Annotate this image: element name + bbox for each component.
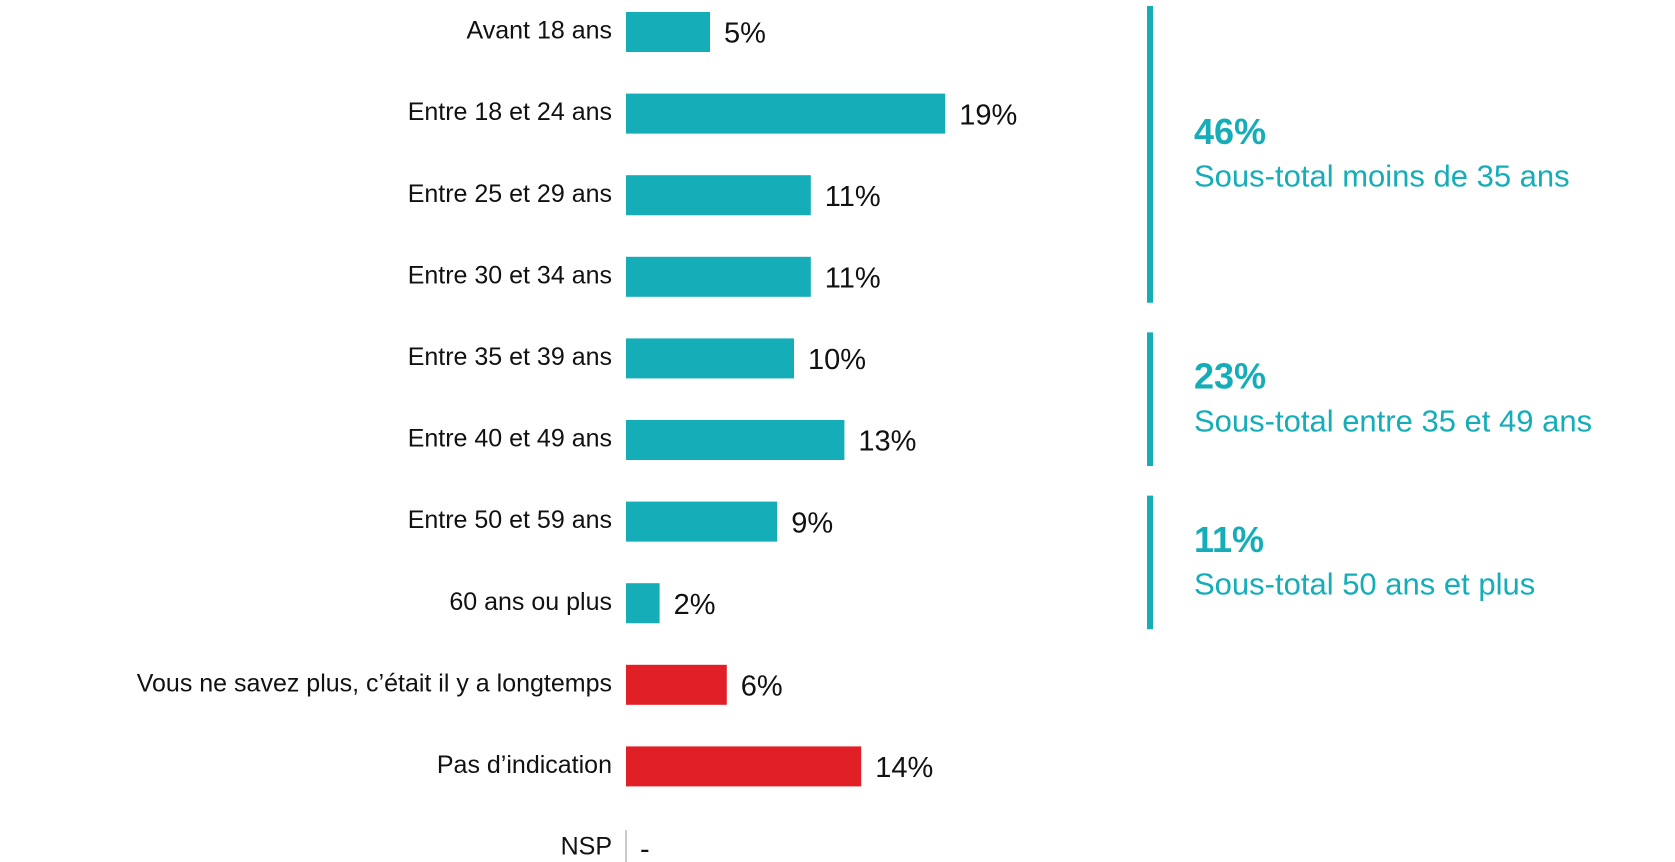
subtotal-value: 46% bbox=[1194, 111, 1266, 152]
subtotal-text: Sous-total 50 ans et plus bbox=[1194, 567, 1535, 602]
subtotal-value: 11% bbox=[1194, 519, 1264, 560]
subtotal-text: Sous-total moins de 35 ans bbox=[1194, 159, 1570, 194]
category-label: Vous ne savez plus, c’était il y a longt… bbox=[137, 669, 612, 697]
category-label: Entre 35 et 39 ans bbox=[408, 343, 612, 371]
value-label: - bbox=[640, 834, 650, 862]
category-label: Entre 30 et 34 ans bbox=[408, 261, 612, 289]
value-label: 9% bbox=[791, 507, 833, 539]
value-label: 10% bbox=[808, 344, 866, 376]
subtotal-value: 23% bbox=[1194, 356, 1266, 397]
value-label: 6% bbox=[741, 670, 783, 702]
value-label: 14% bbox=[875, 752, 933, 784]
value-label: 5% bbox=[724, 18, 766, 50]
category-label: Entre 40 et 49 ans bbox=[408, 425, 612, 453]
bar bbox=[626, 338, 794, 379]
value-label: 13% bbox=[858, 426, 916, 458]
bar bbox=[626, 93, 946, 134]
bar bbox=[626, 583, 660, 624]
category-label: 60 ans ou plus bbox=[449, 588, 612, 616]
value-label: 2% bbox=[674, 589, 716, 621]
category-label: Entre 25 et 29 ans bbox=[408, 180, 612, 208]
bar bbox=[626, 175, 811, 216]
bar bbox=[626, 12, 710, 52]
category-label: Entre 50 et 59 ans bbox=[408, 506, 612, 534]
category-label: Entre 18 et 24 ans bbox=[408, 98, 612, 126]
value-label: 11% bbox=[825, 181, 881, 213]
bar bbox=[626, 501, 778, 542]
subtotal-text: Sous-total entre 35 et 49 ans bbox=[1194, 403, 1592, 438]
category-label: Pas d’indication bbox=[437, 751, 612, 779]
bar bbox=[626, 420, 845, 460]
bar bbox=[626, 256, 811, 297]
value-label: 19% bbox=[959, 99, 1017, 131]
category-label: NSP bbox=[561, 833, 612, 861]
bar bbox=[626, 664, 727, 705]
category-label: Avant 18 ans bbox=[467, 17, 612, 45]
bar bbox=[626, 746, 862, 787]
value-label: 11% bbox=[825, 262, 881, 294]
